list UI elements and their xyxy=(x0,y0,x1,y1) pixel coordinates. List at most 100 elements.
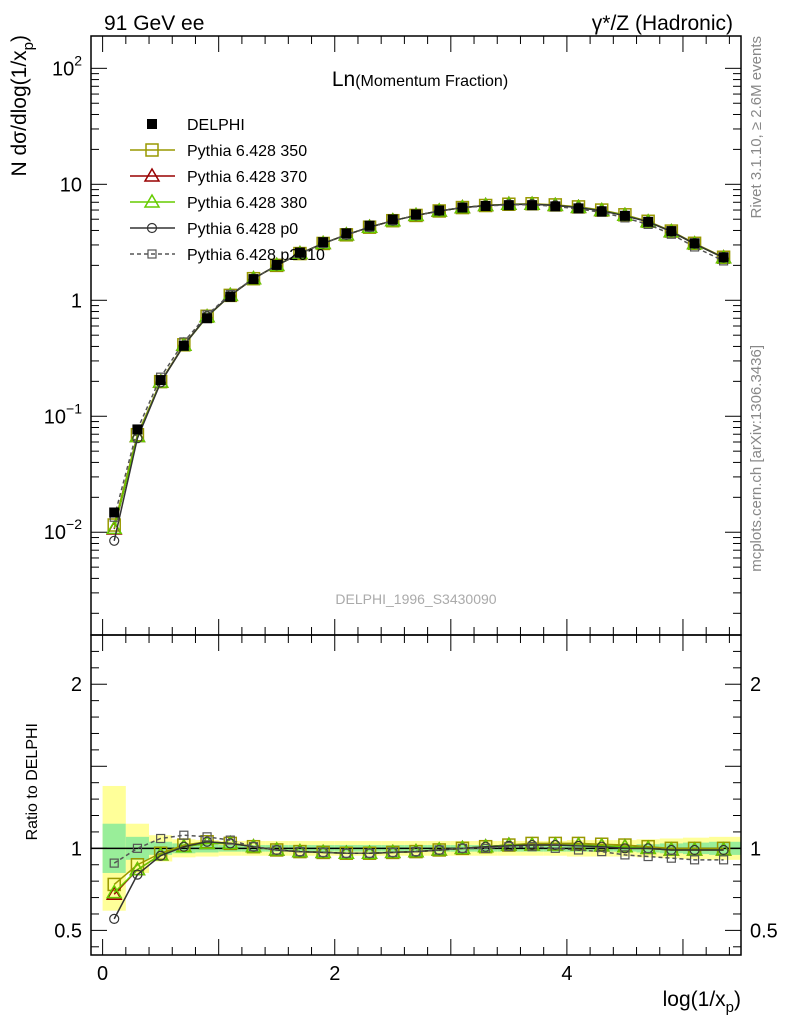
data-point xyxy=(503,200,514,211)
data-point xyxy=(155,375,166,386)
series-point xyxy=(620,850,630,860)
y-tick-label: 102 xyxy=(52,52,82,80)
series-point xyxy=(179,830,189,840)
data-point xyxy=(294,247,305,258)
plot-title-sub: (Momentum Fraction) xyxy=(355,73,508,90)
series-line xyxy=(113,834,724,864)
data-point xyxy=(109,507,120,518)
header-right: γ*/Z (Hadronic) xyxy=(592,12,733,35)
data-point xyxy=(689,238,700,249)
series-point xyxy=(597,847,607,857)
legend-item-p380: Pythia 6.428 380 xyxy=(130,193,307,212)
legend-label: DELPHI xyxy=(187,117,245,134)
ratio-frame xyxy=(90,634,742,956)
data-point xyxy=(718,252,729,263)
legend-marker xyxy=(146,222,158,234)
series-point xyxy=(295,847,305,857)
data-point xyxy=(434,205,445,216)
y-tick-label-base: 10 xyxy=(52,58,74,80)
x-axis-label-close: ) xyxy=(734,988,741,1011)
data-point xyxy=(666,226,677,237)
y-tick-label: 10−2 xyxy=(44,516,82,544)
data-point xyxy=(341,228,352,239)
plot-title-main: Ln xyxy=(332,68,355,91)
x-tick-label: 4 xyxy=(561,963,572,985)
ratio-panel: 0 2 4 2 2 1 1 0.5 0.5 xyxy=(54,36,778,985)
header-left: 91 GeV ee xyxy=(104,12,204,35)
series-point xyxy=(341,848,351,858)
series-point xyxy=(225,835,235,845)
y-axis-label-main: N dσ/dlog(1/x xyxy=(8,50,31,177)
series-point xyxy=(178,841,189,852)
data-point xyxy=(202,313,213,324)
series-point xyxy=(411,847,421,857)
series-point xyxy=(481,843,491,853)
y-tick-label: 1 xyxy=(71,290,82,312)
legend-label: Pythia 6.428 350 xyxy=(187,143,307,160)
series-point xyxy=(596,841,607,852)
mcplots-label: mcplots.cern.ch [arXiv:1306.3436] xyxy=(748,345,765,572)
data-point xyxy=(178,340,189,351)
legend-marker xyxy=(143,193,161,208)
ratio-tick-label: 1 xyxy=(71,838,82,860)
data-point xyxy=(132,424,143,435)
data-point xyxy=(643,216,654,227)
legend-label: Pythia 6.428 380 xyxy=(187,195,307,212)
data-point xyxy=(457,202,468,213)
data-point xyxy=(411,209,421,220)
series-p2010-ratio xyxy=(109,830,729,868)
series-point xyxy=(457,843,468,853)
x-tick-label: 2 xyxy=(329,963,340,985)
y-tick-label-exp: 2 xyxy=(74,52,82,68)
series-delphi-main xyxy=(109,200,729,518)
series-point xyxy=(718,844,729,856)
data-point xyxy=(318,237,329,248)
legend-item-p2010: Pythia 6.428 p2010 xyxy=(130,247,325,264)
y-tick-label: 10−1 xyxy=(44,400,82,428)
data-point xyxy=(225,291,236,302)
series-point xyxy=(643,851,653,862)
series-point xyxy=(156,833,166,844)
data-point xyxy=(480,201,491,212)
x-ticks: 0 2 4 xyxy=(97,36,730,985)
series-point xyxy=(132,843,143,853)
data-point xyxy=(550,201,561,212)
series-point xyxy=(388,847,398,858)
series-point xyxy=(550,843,560,853)
legend-marker xyxy=(145,143,159,157)
ratio-tick-label: 2 xyxy=(71,674,82,696)
legend-marker xyxy=(147,249,157,259)
y-tick-label-exp: −2 xyxy=(66,516,82,532)
rivet-label: Rivet 3.1.10, ≥ 2.6M events xyxy=(748,36,765,219)
series-point xyxy=(434,845,444,855)
y-tick-label-base: 10 xyxy=(44,522,66,544)
x-tick-label: 0 xyxy=(97,963,108,985)
series-point xyxy=(689,844,700,856)
plot-title: Ln(Momentum Fraction) xyxy=(332,68,508,91)
legend-label: Pythia 6.428 370 xyxy=(187,169,307,186)
series-point xyxy=(202,832,212,842)
series-point xyxy=(619,843,631,854)
series-point xyxy=(272,845,282,855)
series-point xyxy=(109,535,120,546)
legend: DELPHI Pythia 6.428 350 Pythia 6.428 370 Py… xyxy=(130,117,325,264)
data-point xyxy=(527,200,538,211)
y-axis-label-close: ) xyxy=(8,35,31,42)
legend-item-p0: Pythia 6.428 p0 xyxy=(130,221,298,238)
series-point xyxy=(107,518,121,532)
ratio-tick-label-right: 2 xyxy=(750,674,761,696)
y-tick-label-base: 10 xyxy=(60,174,82,196)
data-point xyxy=(573,203,584,214)
x-axis-label: log(1/xp) xyxy=(663,988,741,1016)
series-point xyxy=(248,842,259,852)
ratio-tick-label-right: 1 xyxy=(750,838,761,860)
y-tick-label-exp: −1 xyxy=(66,400,82,416)
series-point xyxy=(109,913,120,924)
ratio-axis-label: Ratio to DELPHI xyxy=(24,723,41,840)
legend-item-p370: Pythia 6.428 370 xyxy=(130,167,307,186)
series-point xyxy=(132,869,143,880)
series-point xyxy=(107,877,121,892)
y-axis-label: N dσ/dlog(1/xp) xyxy=(8,35,37,177)
